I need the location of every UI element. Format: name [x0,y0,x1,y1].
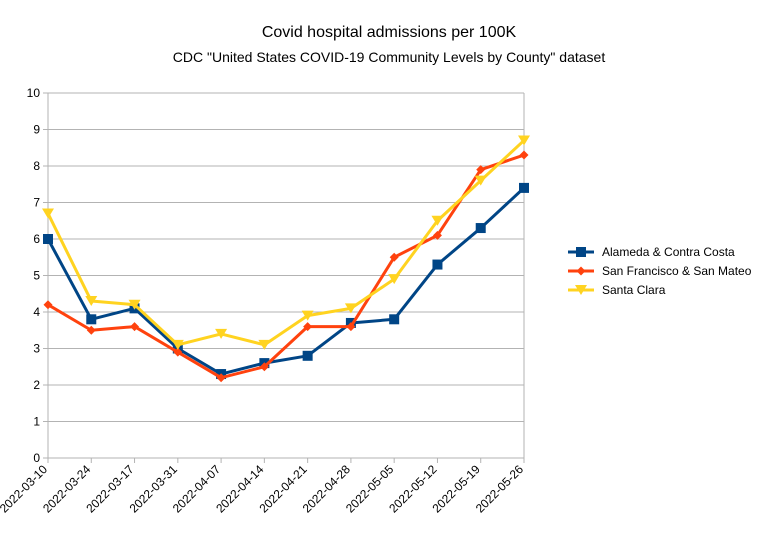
y-tick-label: 9 [33,123,40,137]
data-point [344,303,357,314]
data-point [85,296,98,307]
legend-item: San Francisco & San Mateo [568,264,752,278]
legend-marker [576,266,586,276]
legend-item: Santa Clara [568,283,666,297]
data-point [258,339,271,350]
data-point [216,373,226,383]
axes: 0123456789102022-03-102022-03-242022-03-… [0,86,526,516]
data-point [432,230,442,240]
data-point [301,310,314,321]
series-group [42,135,530,383]
data-point [215,328,228,339]
gridlines [48,92,525,459]
data-point [431,215,444,226]
y-tick-label: 2 [33,378,40,392]
y-tick-label: 4 [33,305,40,319]
legend-marker [575,285,587,295]
y-tick-label: 0 [33,451,40,465]
y-tick-label: 8 [33,159,40,173]
data-point [519,150,529,160]
series-line [46,186,526,376]
series-1 [43,150,529,383]
data-point [475,223,486,234]
chart-title: Covid hospital admissions per 100K [262,24,517,41]
data-point [43,300,53,310]
data-point [389,252,399,262]
data-point [259,362,269,372]
x-tick-label: 2022-05-26 [473,462,527,516]
data-point [86,314,97,325]
data-point [171,339,184,350]
y-tick-label: 6 [33,232,40,246]
data-point [389,314,400,325]
y-tick-label: 7 [33,196,40,210]
series-line [47,153,525,380]
data-point [432,259,443,270]
data-point [518,135,530,146]
y-tick-label: 5 [33,269,40,283]
series-0 [43,182,529,380]
legend-label: Alameda & Contra Costa [602,245,735,259]
data-point [388,274,401,285]
legend-label: San Francisco & San Mateo [602,264,752,278]
data-point [42,208,54,219]
y-tick-label: 1 [33,415,40,429]
data-point [43,234,53,244]
legend: Alameda & Contra Costa San Francisco & Sa… [568,245,752,297]
chart-subtitle: CDC "United States COVID-19 Community Le… [173,49,606,65]
data-point [173,347,183,357]
data-point [86,325,96,335]
data-point [303,322,313,332]
legend-label: Santa Clara [602,283,666,297]
data-point [302,350,313,361]
legend-marker [576,247,586,257]
data-point [519,182,529,193]
data-point [130,322,140,332]
y-tick-label: 10 [27,86,41,100]
y-tick-label: 3 [33,342,40,356]
series-2 [42,135,530,350]
series-line [46,139,526,347]
data-point [476,165,486,175]
data-point [474,175,487,186]
data-point [128,299,141,310]
legend-item: Alameda & Contra Costa [568,245,735,259]
data-point [346,322,356,332]
